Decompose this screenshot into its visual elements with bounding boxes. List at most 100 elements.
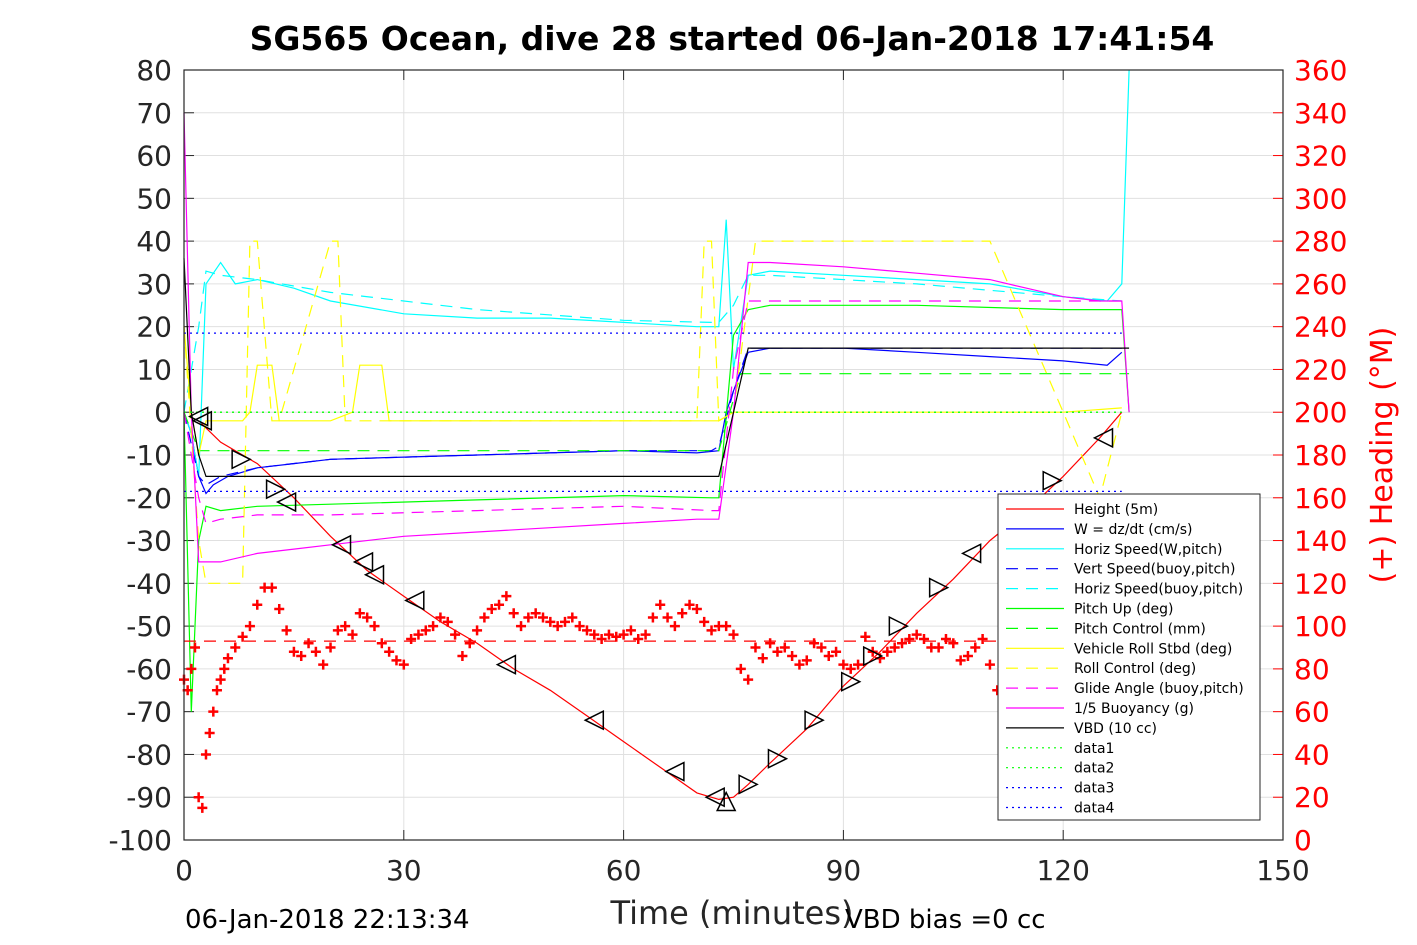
heading-point [244, 621, 255, 632]
legend: Height (5m) W = dz/dt (cm/s) Horiz Speed(W… [997, 493, 1261, 821]
heading-point [611, 631, 622, 642]
heading-point [391, 655, 402, 666]
x-tick-label: 120 [1036, 854, 1089, 887]
right-y-tick-label: 220 [1294, 353, 1347, 386]
triangle-marker [804, 710, 825, 731]
legend-label: data3 [1074, 781, 1114, 797]
heading-point [486, 604, 497, 614]
triangle-marker [888, 615, 910, 637]
heading-point [369, 621, 380, 632]
heading-point [281, 625, 292, 636]
heading-point [904, 633, 915, 644]
series-buoyancy [183, 112, 1130, 563]
heading-point [735, 663, 746, 674]
heading-point [823, 651, 834, 662]
y-tick-label: -70 [126, 696, 172, 729]
right-y-tick-label: 360 [1294, 54, 1347, 87]
legend-label: data4 [1074, 801, 1115, 817]
heading-point [801, 655, 812, 666]
heading-point [508, 608, 519, 619]
heading-point [984, 659, 995, 670]
legend-label: data1 [1074, 741, 1114, 757]
triangle-markers [187, 406, 1114, 812]
right-y-tick-label: 140 [1294, 525, 1347, 558]
heading-point [589, 629, 600, 640]
triangle-marker [928, 577, 950, 598]
heading-point [347, 629, 358, 640]
heading-point [266, 582, 277, 593]
y-tick-label: 70 [136, 97, 172, 130]
right-y-tick-label: 100 [1294, 610, 1347, 643]
right-y-tick-label: 20 [1294, 781, 1330, 814]
right-y-tick-label: 240 [1294, 311, 1347, 344]
right-y-tick-label: 120 [1294, 567, 1347, 600]
heading-point [897, 638, 908, 649]
x-tick-label: 150 [1256, 854, 1309, 887]
y-tick-label: -10 [126, 439, 172, 472]
triangle-marker [738, 774, 759, 795]
heading-point [757, 653, 768, 664]
x-axis-label: Time (minutes) [610, 894, 854, 932]
heading-point [889, 642, 900, 653]
heading-point [787, 651, 798, 662]
heading-point [303, 638, 314, 649]
heading-point [603, 629, 614, 640]
triangle-marker [840, 671, 862, 692]
heading-point [699, 616, 710, 627]
heading-point [618, 629, 629, 640]
heading-point [237, 631, 248, 642]
heading-point [516, 621, 527, 632]
triangle-marker [363, 564, 385, 585]
y-tick-label: 10 [136, 353, 172, 386]
heading-point [332, 625, 343, 636]
heading-point [933, 642, 944, 653]
triangle-marker [330, 534, 352, 556]
heading-point [189, 642, 200, 653]
heading-point [215, 674, 226, 685]
heading-point [911, 629, 922, 640]
legend-label: Vehicle Roll Stbd (deg) [1074, 641, 1232, 657]
right-y-tick-label: 200 [1294, 396, 1347, 429]
heading-point [193, 792, 204, 803]
y-tick-label: 50 [136, 182, 172, 215]
heading-point [750, 642, 761, 653]
legend-label: data2 [1074, 761, 1114, 777]
triangle-marker [664, 761, 685, 782]
triangle-marker [862, 645, 884, 667]
heading-point [523, 612, 534, 623]
heading-point [596, 633, 607, 644]
legend-label: W = dz/dt (cm/s) [1074, 522, 1193, 538]
heading-point [552, 621, 563, 632]
legend-label: Pitch Control (mm) [1074, 621, 1206, 637]
triangle-marker [352, 551, 374, 573]
heading-point [296, 651, 307, 662]
heading-point [860, 631, 871, 642]
y-tick-label: 60 [136, 140, 172, 173]
heading-point [633, 633, 644, 644]
x-tick-label: 30 [386, 854, 422, 887]
right-y-tick-label: 340 [1294, 97, 1347, 130]
heading-point [948, 638, 959, 649]
triangle-marker [231, 449, 252, 470]
legend-label: 1/5 Buoyancy (g) [1074, 701, 1194, 717]
legend-label: Vert Speed(buoy,pitch) [1074, 562, 1236, 578]
heading-point [970, 642, 981, 653]
heading-point [574, 621, 585, 632]
y-tick-label: 30 [136, 268, 172, 301]
triangle-marker [404, 590, 425, 611]
heading-point [743, 674, 754, 685]
series-height [198, 411, 1123, 801]
heading-point [450, 629, 461, 640]
heading-point [354, 608, 365, 619]
legend-label: VBD (10 cc) [1074, 721, 1157, 737]
triangle-marker [495, 654, 517, 675]
chart-title: SG565 Ocean, dive 28 started 06-Jan-2018… [250, 19, 1215, 58]
y-tick-label: -20 [126, 482, 172, 515]
triangle-marker [191, 410, 213, 431]
heading-point [398, 659, 409, 670]
heading-point [662, 612, 673, 623]
heading-point [197, 802, 208, 813]
legend-label: Pitch Up (deg) [1074, 602, 1173, 618]
heading-point [325, 642, 336, 653]
heading-point [211, 685, 222, 696]
